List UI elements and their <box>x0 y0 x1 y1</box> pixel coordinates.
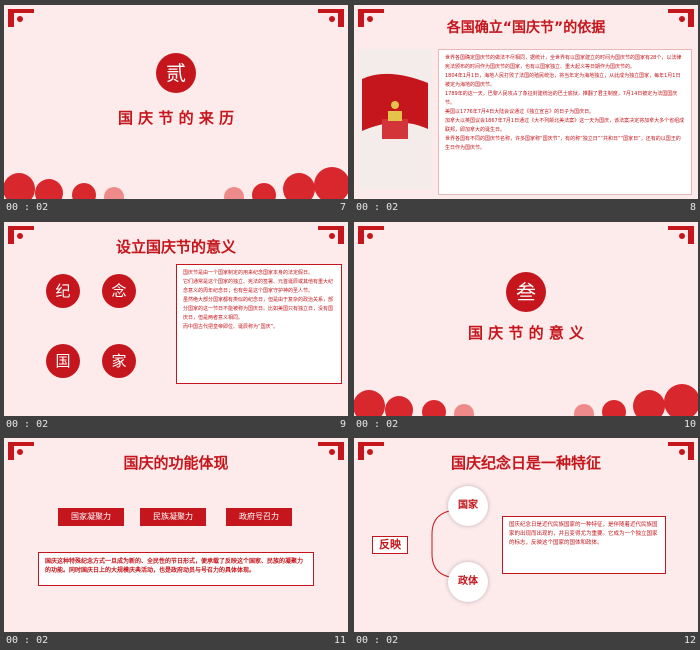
section-seal: 贰 <box>156 53 196 93</box>
slide-number: 11 <box>333 635 346 646</box>
paragraph-text: 世界各国有不同的国庆节名称，许多国家称“国庆节”，有的称“独立日”“共和日”“国… <box>445 136 681 151</box>
keyword-circle: 国 <box>46 344 80 378</box>
slide-title: 设立国庆节的意义 <box>115 238 236 256</box>
slide-duration: 00 : 02 <box>6 635 49 646</box>
slide-number: 8 <box>689 202 696 213</box>
function-label: 民族凝聚力 <box>140 508 206 526</box>
cloud-pattern-icon <box>354 384 698 416</box>
slide-number: 7 <box>339 202 346 213</box>
slide-thumbnail-7[interactable]: 贰 国 庆 节 的 来 历 00 : 02 7 <box>4 5 348 217</box>
corner-ornament-icon <box>8 9 34 27</box>
slide-title: 各国确立“国庆节”的依据 <box>446 20 606 36</box>
corner-ornament-icon <box>668 442 694 460</box>
slide-title: 国 庆 节 的 来 历 <box>117 109 235 127</box>
slide-number: 9 <box>339 419 346 430</box>
slide-thumbnail-11[interactable]: 国庆的功能体现 国家凝聚力 民族凝聚力 政府号召力 国庆这种特殊纪念方式一旦成为… <box>4 438 348 650</box>
keyword-bubble: 国家 <box>448 486 488 526</box>
slide-duration: 00 : 02 <box>356 202 399 213</box>
slide-duration: 00 : 02 <box>6 202 49 213</box>
bracket-connector-icon <box>431 509 461 579</box>
slide-duration: 00 : 02 <box>356 419 399 430</box>
function-label: 政府号召力 <box>226 508 292 526</box>
slide-duration: 00 : 02 <box>6 419 49 430</box>
corner-ornament-icon <box>668 9 694 27</box>
flag-tiananmen-image <box>358 49 432 189</box>
note-box: 国庆纪念日是近代民族国家的一种特征，是伴随着近代民族国家的出现而出现的，并且变得… <box>502 516 666 574</box>
keyword-circle: 家 <box>102 344 136 378</box>
slide-title: 国庆纪念日是一种特征 <box>450 454 601 472</box>
note-box: 国庆这种特殊纪念方式一旦成为新的、全民性的节日形式，便承载了反映这个国家、民族的… <box>38 552 314 586</box>
keyword-circle: 纪 <box>46 274 80 308</box>
slide-thumbnail-8[interactable]: 各国确立“国庆节”的依据 世界各国确定国庆节的做法不尽相同，据统计，全世界有以国… <box>354 5 698 217</box>
section-seal: 叁 <box>506 272 546 312</box>
slide-title: 国 庆 节 的 意 义 <box>467 324 585 342</box>
slide-thumbnail-10[interactable]: 叁 国 庆 节 的 意 义 00 : 02 10 <box>354 222 698 434</box>
thumbnail-status-bar: 00 : 02 8 <box>354 201 698 217</box>
thumbnail-status-bar: 00 : 02 11 <box>4 634 348 650</box>
slide-canvas: 贰 国 庆 节 的 来 历 <box>4 5 348 199</box>
thumbnail-status-bar: 00 : 02 7 <box>4 201 348 217</box>
slide-canvas: 各国确立“国庆节”的依据 世界各国确定国庆节的做法不尽相同，据统计，全世界有以国… <box>354 5 698 199</box>
thumbnail-status-bar: 00 : 02 10 <box>354 418 698 434</box>
thumbnail-status-bar: 00 : 02 9 <box>4 418 348 434</box>
slide-canvas: 设立国庆节的意义 纪 念 国 家 国庆节是由一个国家制定的用来纪念国家本身的法定… <box>4 222 348 416</box>
corner-ornament-icon <box>358 442 384 460</box>
corner-ornament-icon <box>668 226 694 244</box>
corner-ornament-icon <box>358 9 384 27</box>
slide-number: 12 <box>683 635 696 646</box>
slide-canvas: 国庆纪念日是一种特征 反映 国家 政体 国庆纪念日是近代民族国家的一种特征，是伴… <box>354 438 698 632</box>
keyword-bubble: 政体 <box>448 562 488 602</box>
paragraph-text: 它们通常是这个国家的独立、宪法的签署、元首诞辰或其他有重大纪念意义的周年纪念日；… <box>183 279 334 294</box>
paragraph-box: 世界各国确定国庆节的做法不尽相同，据统计，全世界有以国家建立的时间为国庆节的国家… <box>438 49 692 195</box>
corner-ornament-icon <box>318 226 344 244</box>
paragraph-text: 美国以1776年7月4日大陆会议通过《独立宣言》的日子为国庆日。 <box>445 109 595 115</box>
paragraph-text: 而中国古代把皇帝即位、诞辰称为“国庆”。 <box>183 324 279 330</box>
slide-title: 国庆的功能体现 <box>123 454 229 472</box>
slide-number: 10 <box>683 419 696 430</box>
slide-thumbnail-12[interactable]: 国庆纪念日是一种特征 反映 国家 政体 国庆纪念日是近代民族国家的一种特征，是伴… <box>354 438 698 650</box>
paragraph-text: 1804年1月1日，海地人民打败了法国的殖民统治，将当年定为海地独立，从此成为独… <box>445 73 681 88</box>
thumbnail-status-bar: 00 : 02 12 <box>354 634 698 650</box>
reflect-label: 反映 <box>372 536 408 554</box>
slide-thumbnail-9[interactable]: 设立国庆节的意义 纪 念 国 家 国庆节是由一个国家制定的用来纪念国家本身的法定… <box>4 222 348 434</box>
paragraph-text: 1789年的这一天，巴黎人民攻占了象征封建统治的巴士底狱，推翻了君主制度，7月1… <box>445 91 678 106</box>
cloud-pattern-icon <box>4 167 348 199</box>
corner-ornament-icon <box>318 9 344 27</box>
keyword-circle: 念 <box>102 274 136 308</box>
paragraph-text: 国庆节是由一个国家制定的用来纪念国家本身的法定假日。 <box>183 270 314 276</box>
paragraph-box: 国庆节是由一个国家制定的用来纪念国家本身的法定假日。 它们通常是这个国家的独立、… <box>176 264 342 384</box>
slide-canvas: 国庆的功能体现 国家凝聚力 民族凝聚力 政府号召力 国庆这种特殊纪念方式一旦成为… <box>4 438 348 632</box>
paragraph-text: 虽然绝大部分国家都有类似的纪念日，但是由于复杂的政治关系，部分国家的这一节日不能… <box>183 297 334 321</box>
slide-duration: 00 : 02 <box>356 635 399 646</box>
function-label: 国家凝聚力 <box>58 508 124 526</box>
corner-ornament-icon <box>8 442 34 460</box>
corner-ornament-icon <box>358 226 384 244</box>
paragraph-text: 加拿大以英国议会1867年7月1日通过《大不列颠北美法案》这一天为国庆，该法案决… <box>445 118 685 133</box>
corner-ornament-icon <box>318 442 344 460</box>
paragraph-text: 世界各国确定国庆节的做法不尽相同，据统计，全世界有以国家建立的时间为国庆节的国家… <box>445 55 682 70</box>
corner-ornament-icon <box>8 226 34 244</box>
slide-canvas: 叁 国 庆 节 的 意 义 <box>354 222 698 416</box>
